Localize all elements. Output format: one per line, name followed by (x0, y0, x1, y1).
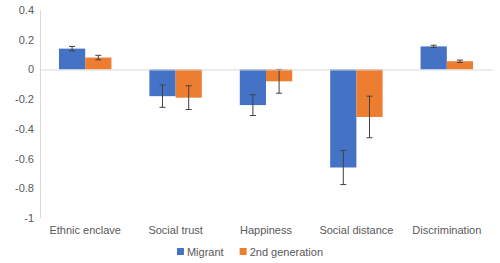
error-bar (276, 69, 282, 93)
y-tick-label: -0.6 (15, 153, 34, 165)
error-bar (457, 60, 463, 62)
legend: Migrant 2nd generation (177, 246, 323, 258)
error-cap (431, 45, 437, 46)
x-tick-label: Happiness (240, 224, 292, 236)
bar (59, 49, 85, 70)
error-cap (276, 93, 282, 94)
chart: -1 -0.8 -0.6 -0.4 -0.2 0 0.2 0.4 Ethnic enclave S… (0, 0, 500, 263)
y-tick: 0.4 (19, 4, 40, 16)
y-tick-label: 0.2 (19, 34, 34, 46)
x-tick-label: Ethnic enclave (49, 224, 121, 236)
y-tick-label: -1 (24, 212, 34, 224)
error-cap (95, 59, 101, 60)
y-tick: 0.2 (19, 34, 40, 46)
error-bar (186, 86, 192, 110)
error-cap (340, 150, 346, 151)
error-cap (69, 50, 75, 51)
y-tick-label: 0.4 (19, 4, 34, 16)
x-tick-label: Social trust (148, 224, 202, 236)
error-cap (457, 62, 463, 63)
error-bar (340, 150, 346, 184)
y-tick: -0.6 (15, 153, 40, 165)
error-bar (95, 55, 101, 59)
x-tick: Discrimination (412, 69, 481, 235)
error-bar (159, 85, 165, 107)
error-stem (188, 86, 189, 110)
error-stem (98, 55, 99, 59)
bars (59, 45, 473, 184)
y-tick: -0.4 (15, 123, 40, 135)
y-tick-label: -0.4 (15, 123, 34, 135)
error-cap (186, 109, 192, 110)
error-cap (250, 115, 256, 116)
error-stem (162, 85, 163, 107)
y-tick-label: -0.8 (15, 182, 34, 194)
error-cap (95, 55, 101, 56)
error-cap (431, 47, 437, 48)
x-tick: Social trust (148, 69, 202, 235)
y-tick: 0 (28, 63, 40, 75)
x-tick: Happiness (240, 69, 292, 235)
legend-swatch (240, 248, 247, 255)
legend-swatch (177, 248, 184, 255)
x-tick-label: Social distance (319, 224, 393, 236)
y-tick-label: -0.2 (15, 93, 34, 105)
bar (85, 58, 111, 70)
error-cap (250, 94, 256, 95)
y-axis: -1 -0.8 -0.6 -0.4 -0.2 0 0.2 0.4 (15, 4, 40, 224)
error-cap (367, 96, 373, 97)
error-stem (252, 95, 253, 116)
y-tick-label: 0 (28, 63, 34, 75)
x-axis-line (41, 69, 493, 70)
legend-item: Migrant (177, 246, 224, 258)
error-cap (159, 107, 165, 108)
legend-label: 2nd generation (250, 246, 323, 258)
error-cap (457, 60, 463, 61)
x-tick: Social distance (319, 69, 393, 235)
y-tick: -0.2 (15, 93, 40, 105)
error-bar (367, 96, 373, 138)
error-cap (367, 137, 373, 138)
y-axis-line (40, 11, 41, 219)
y-tick: -0.8 (15, 182, 40, 194)
bar (421, 46, 447, 69)
error-bar (250, 95, 256, 116)
error-stem (369, 96, 370, 138)
x-tick: Ethnic enclave (49, 69, 121, 235)
error-stem (279, 69, 280, 93)
error-cap (340, 184, 346, 185)
x-tick-label: Discrimination (412, 224, 481, 236)
error-bar (431, 45, 437, 47)
error-cap (186, 85, 192, 86)
error-stem (72, 46, 73, 50)
error-bar (69, 46, 75, 50)
y-tick: -1 (24, 212, 40, 224)
legend-item: 2nd generation (240, 246, 323, 258)
legend-label: Migrant (187, 246, 224, 258)
error-cap (69, 46, 75, 47)
x-axis: Ethnic enclave Social trust Happiness Socia… (41, 69, 493, 235)
error-cap (159, 85, 165, 86)
error-stem (343, 150, 344, 184)
bar (447, 61, 473, 69)
